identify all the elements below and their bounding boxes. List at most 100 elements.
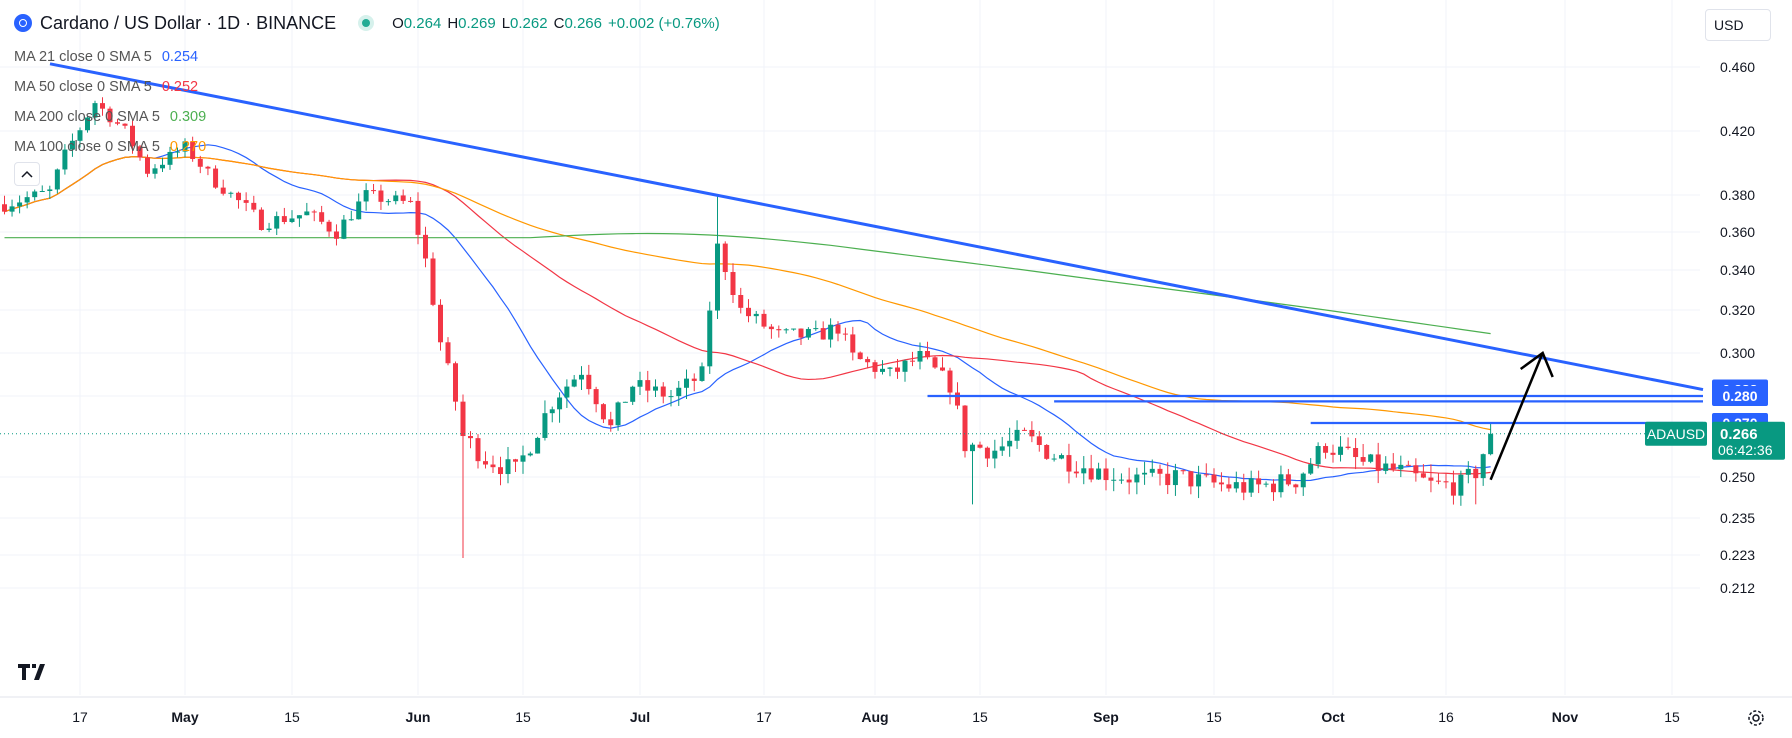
candle-up: [54, 169, 60, 190]
chart-settings-gear-icon[interactable]: [1746, 708, 1766, 728]
legend-ma21[interactable]: MA 21 close 0 SMA 5 0.254: [14, 49, 199, 65]
candle-down: [1473, 468, 1479, 479]
candle-down: [258, 209, 264, 230]
candle-down: [453, 363, 458, 402]
candle-down: [243, 200, 249, 203]
time-tick-label: 15: [972, 709, 988, 725]
candle-down: [1088, 468, 1094, 480]
candle-up: [228, 192, 234, 194]
candle-down: [761, 313, 767, 327]
candle-down: [415, 200, 421, 235]
symbol-title[interactable]: Cardano / US Dollar · 1D · BINANCE: [40, 12, 337, 33]
price-tick-label: 0.320: [1720, 302, 1755, 318]
legend-ma21-value: 0.254: [161, 49, 199, 65]
candle-up: [970, 444, 975, 452]
candle-up: [274, 216, 280, 229]
tradingview-logo-icon[interactable]: [18, 662, 54, 688]
candle-down: [137, 146, 143, 158]
candle-up: [1383, 463, 1389, 471]
ohlc-change: +0.002 (+0.76%): [607, 14, 720, 32]
time-tick-label: 15: [284, 709, 300, 725]
candle-down: [1188, 471, 1194, 487]
candle-up: [813, 328, 819, 330]
candle-down: [445, 342, 451, 364]
candle-up: [1488, 433, 1494, 455]
candle-up: [167, 151, 173, 165]
symbol-header: Cardano / US Dollar · 1D · BINANCE O0.26…: [14, 10, 720, 36]
candle-up: [557, 397, 563, 410]
candle-down: [608, 419, 614, 426]
projection-arrowhead: [1519, 351, 1554, 378]
candle-up: [1196, 474, 1202, 487]
candle-up: [887, 367, 893, 369]
price-tick-label: 0.360: [1720, 224, 1755, 240]
candle-up: [1111, 479, 1117, 481]
candle-down: [1443, 481, 1449, 483]
candle-up: [1096, 468, 1102, 480]
candle-down: [1226, 484, 1232, 489]
candle-up: [296, 215, 302, 219]
candle-down: [1036, 436, 1042, 445]
currency-select[interactable]: USD: [1705, 9, 1771, 41]
candle-down: [1330, 452, 1336, 455]
candle-up: [520, 455, 526, 462]
candle-down: [1413, 465, 1419, 474]
candle-up: [753, 313, 759, 317]
price-tick-label: 0.380: [1720, 187, 1755, 203]
level-price-text: 0.280: [1722, 388, 1757, 404]
legend-ma50[interactable]: MA 50 close 0 SMA 5 0.252: [14, 79, 199, 95]
candle-up: [653, 386, 658, 391]
candle-down: [1021, 429, 1027, 431]
candle-up: [363, 190, 369, 202]
legend-ma200-value: 0.309: [169, 109, 207, 125]
candle-down: [438, 304, 443, 343]
candle-down: [498, 467, 503, 475]
candle-down: [850, 334, 856, 353]
candle-down: [1256, 478, 1262, 485]
candle-down: [1390, 463, 1396, 470]
candle-down: [865, 359, 871, 363]
candle-down: [371, 190, 377, 192]
legend-ma100[interactable]: MA 100 close 0 SMA 5 0.270: [14, 139, 207, 155]
ma100-line: [4, 156, 1491, 431]
candle-up: [17, 202, 23, 207]
ohlc-readout: O0.264 H0.269 L0.262 C0.266 +0.002 (+0.7…: [392, 15, 720, 32]
legend-ma200[interactable]: MA 200 close 0 SMA 5 0.309: [14, 109, 207, 125]
candle-down: [895, 367, 900, 372]
price-tick-label: 0.223: [1720, 547, 1755, 563]
candle-down: [820, 328, 826, 340]
candle-down: [1165, 473, 1171, 486]
candle-down: [220, 187, 226, 194]
candle-down: [962, 405, 968, 452]
candle-down: [145, 157, 150, 174]
market-status-icon[interactable]: [362, 19, 371, 27]
ohlc-close: C0.266: [553, 14, 602, 32]
candle-up: [1278, 474, 1284, 493]
collapse-legend-button[interactable]: [14, 162, 40, 186]
candle-up: [828, 324, 834, 340]
projection-arrow: [1489, 352, 1544, 481]
candle-down: [483, 461, 488, 465]
candle-up: [1081, 468, 1087, 474]
candle-up: [630, 386, 636, 402]
candle-down: [205, 166, 211, 169]
time-tick-label: 17: [72, 709, 88, 725]
ohlc-open: O0.264: [392, 14, 442, 32]
candle-down: [955, 392, 960, 406]
candle-up: [917, 350, 923, 362]
candle-down: [947, 370, 953, 393]
candle-up: [676, 387, 682, 397]
candle-down: [940, 367, 945, 371]
candle-down: [122, 123, 128, 126]
candle-up: [47, 189, 53, 192]
symbol-name-text: ADAUSD: [1647, 426, 1705, 442]
candle-down: [1103, 468, 1109, 481]
candle-up: [85, 117, 90, 131]
price-tick-label: 0.212: [1720, 580, 1755, 596]
candle-up: [783, 329, 789, 331]
candle-up: [1007, 440, 1013, 447]
candle-down: [1323, 446, 1329, 453]
candle-up: [1142, 472, 1148, 475]
